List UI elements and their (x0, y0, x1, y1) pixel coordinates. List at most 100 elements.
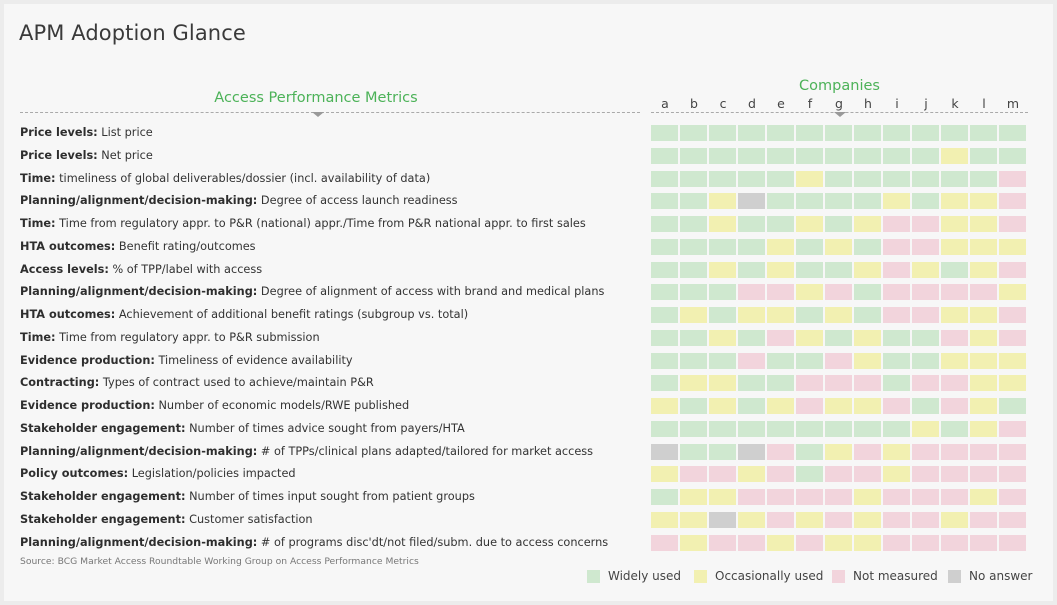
heatmap-cell-i (883, 125, 910, 141)
heatmap-cell-d (738, 375, 765, 392)
heatmap-cell-a (651, 216, 678, 232)
heatmap-cell-j (912, 511, 939, 528)
heatmap-cell-i (883, 170, 910, 187)
heatmap-cell-k (941, 352, 968, 369)
metric-name: Number of times advice sought from payer… (185, 421, 465, 435)
heatmap-cell-m (999, 420, 1026, 437)
heatmap-cell-e (767, 193, 794, 210)
heatmap-cell-i (883, 443, 910, 460)
heatmap-cell-a (651, 307, 678, 323)
metric-row-label: Evidence production: Number of economic … (20, 399, 409, 413)
heatmap-cell-h (854, 170, 881, 187)
heatmap-cell-i (883, 511, 910, 528)
heatmap-cell-m (999, 352, 1026, 369)
heatmap-cell-j (912, 238, 939, 255)
heatmap-cell-b (680, 170, 707, 187)
heatmap-cell-m (999, 466, 1026, 483)
heatmap-cell-j (912, 534, 939, 551)
heatmap-cell-m (999, 511, 1026, 528)
metric-category: Stakeholder engagement: (20, 421, 186, 435)
heatmap-cell-e (767, 375, 794, 392)
heatmap-cell-m (999, 443, 1026, 460)
heatmap-cell-f (796, 489, 823, 505)
metric-row-label: Time: Time from regulatory appr. to P&R … (20, 331, 320, 345)
heatmap-cell-e (767, 125, 794, 141)
heatmap-cell-g (825, 420, 852, 437)
heatmap-cell-l (970, 329, 997, 346)
metric-row-label: Access levels: % of TPP/label with acces… (20, 263, 262, 277)
heatmap-cell-f (796, 125, 823, 141)
metric-category: Time: (20, 330, 56, 344)
metric-category: Stakeholder engagement: (20, 490, 186, 503)
heatmap-cell-c (709, 261, 736, 278)
legend-label: Widely used (608, 569, 682, 583)
heatmap-cell-c (709, 375, 736, 392)
chart-title: APM Adoption Glance (19, 21, 246, 45)
companies-header: Companies (799, 78, 880, 94)
heatmap-cell-g (825, 375, 852, 392)
heatmap-cell-i (883, 466, 910, 483)
heatmap-cell-e (767, 466, 794, 483)
heatmap-cell-h (854, 443, 881, 460)
metric-category: Access levels: (20, 262, 109, 276)
heatmap-cell-a (651, 398, 678, 414)
heatmap-cell-k (941, 443, 968, 460)
company-label-b: b (690, 96, 698, 111)
metric-name: # of TPPs/clinical plans adapted/tailore… (257, 444, 594, 458)
metrics-header: Access Performance Metrics (214, 90, 418, 106)
heatmap-cell-a (651, 170, 678, 187)
heatmap-cell-d (738, 216, 765, 232)
heatmap-cell-m (999, 170, 1026, 187)
metrics-header-pointer (312, 112, 324, 117)
heatmap-cell-b (680, 125, 707, 141)
heatmap-cell-k (941, 125, 968, 141)
heatmap-cell-c (709, 307, 736, 323)
metric-row-label: Planning/alignment/decision-making: # of… (20, 445, 593, 459)
heatmap-cell-k (941, 307, 968, 323)
heatmap-cell-b (680, 466, 707, 483)
heatmap-cell-l (970, 261, 997, 278)
metric-row-label: Stakeholder engagement: Number of times … (20, 422, 465, 436)
heatmap-cell-c (709, 193, 736, 210)
heatmap-cell-i (883, 398, 910, 414)
heatmap-cell-h (854, 147, 881, 164)
metric-row-label: HTA outcomes: Benefit rating/outcomes (20, 240, 256, 254)
heatmap-cell-i (883, 216, 910, 232)
heatmap-cell-a (651, 125, 678, 141)
heatmap-cell-c (709, 443, 736, 460)
heatmap-cell-g (825, 443, 852, 460)
heatmap-cell-i (883, 307, 910, 323)
heatmap-cell-h (854, 398, 881, 414)
heatmap-cell-c (709, 511, 736, 528)
heatmap-cell-j (912, 170, 939, 187)
legend-label: Not measured (853, 569, 938, 583)
heatmap-cell-f (796, 420, 823, 437)
metric-category: HTA outcomes: (20, 239, 116, 253)
heatmap-cell-a (651, 534, 678, 551)
heatmap-cell-k (941, 193, 968, 210)
heatmap-cell-d (738, 398, 765, 414)
heatmap-cell-k (941, 284, 968, 301)
company-label-k: k (951, 96, 959, 111)
heatmap-cell-m (999, 284, 1026, 301)
heatmap-cell-c (709, 420, 736, 437)
heatmap-cell-e (767, 238, 794, 255)
heatmap-cell-m (999, 307, 1026, 323)
heatmap-cell-d (738, 534, 765, 551)
heatmap-cell-g (825, 534, 852, 551)
heatmap-cell-l (970, 238, 997, 255)
heatmap-cell-k (941, 534, 968, 551)
heatmap-cell-g (825, 329, 852, 346)
heatmap-cell-f (796, 443, 823, 460)
heatmap-cell-l (970, 489, 997, 505)
heatmap-cell-d (738, 307, 765, 323)
metric-category: Time: (20, 171, 56, 185)
metric-category: Planning/alignment/decision-making: (20, 535, 258, 549)
heatmap-cell-d (738, 489, 765, 505)
heatmap-cell-h (854, 352, 881, 369)
heatmap-cell-j (912, 352, 939, 369)
heatmap-cell-j (912, 466, 939, 483)
heatmap-cell-j (912, 329, 939, 346)
heatmap-cell-a (651, 329, 678, 346)
company-label-g: g (835, 96, 843, 111)
